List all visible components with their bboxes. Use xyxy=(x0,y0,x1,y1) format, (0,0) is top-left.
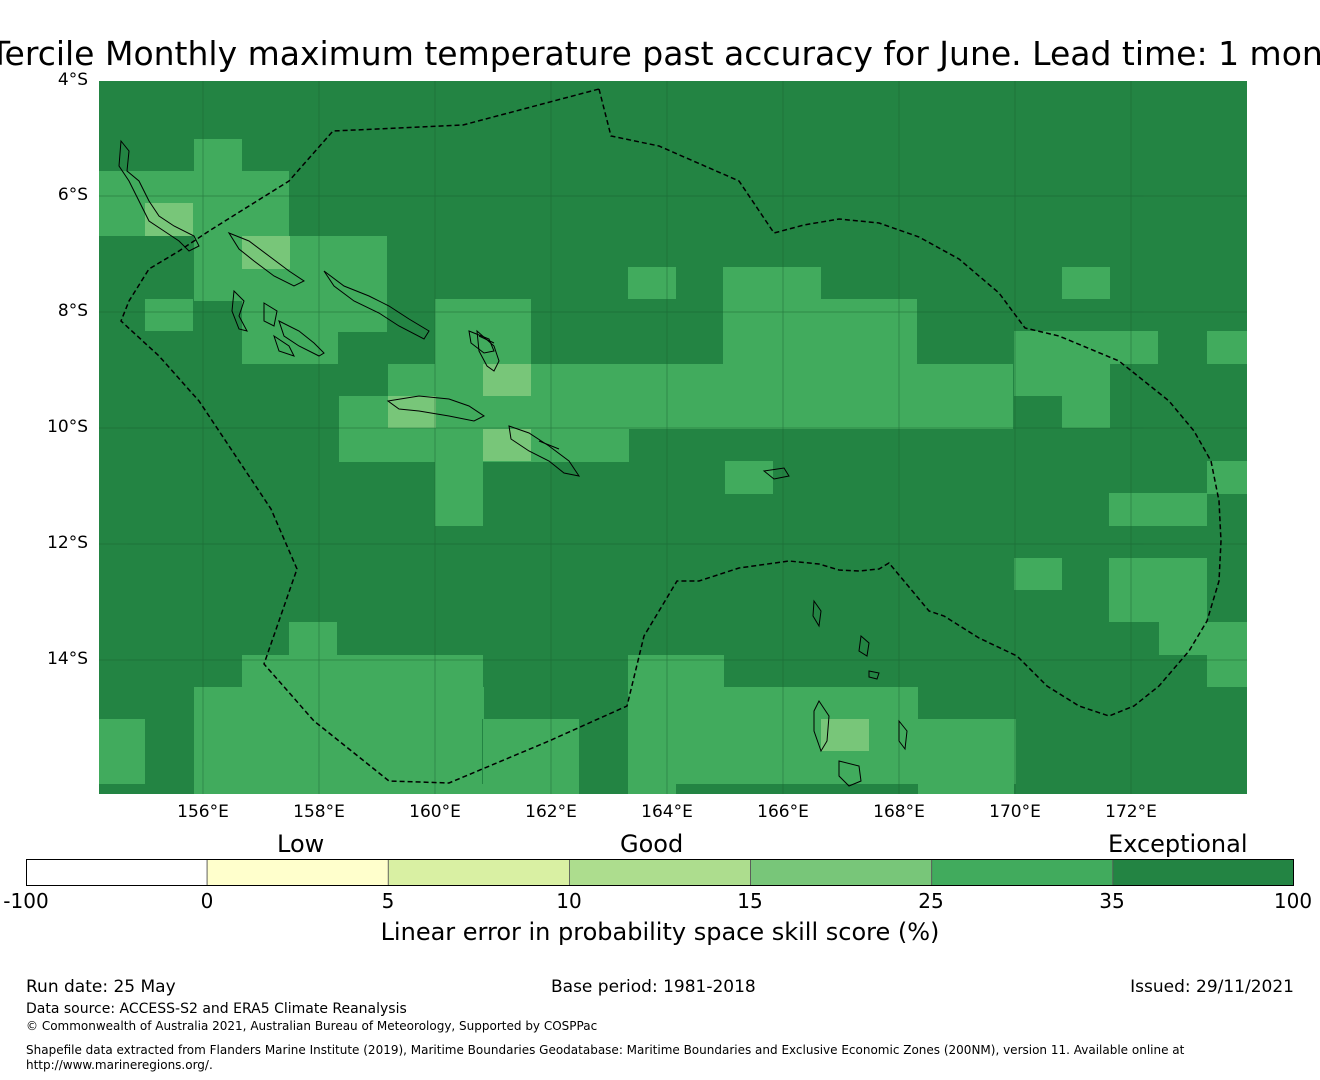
colorbar-segment xyxy=(387,859,570,886)
colorbar-segment xyxy=(931,859,1114,886)
colorbar-label: Linear error in probability space skill … xyxy=(380,918,940,946)
colorbar-tick: 5 xyxy=(381,889,395,913)
lat-label: 4°S xyxy=(57,70,88,90)
map-gridlines xyxy=(99,81,1247,794)
colorbar-tick: 100 xyxy=(1273,889,1313,913)
colorbar-segment xyxy=(1112,859,1294,886)
lon-label: 166°E xyxy=(757,802,809,822)
issued-date: Issued: 29/11/2021 xyxy=(1130,977,1294,997)
lon-label: 172°E xyxy=(1105,802,1157,822)
eez-boundary xyxy=(120,88,1222,784)
skill-cells xyxy=(99,139,1247,794)
colorbar-segment xyxy=(569,859,751,886)
colorbar-tick: -100 xyxy=(3,889,49,913)
colorbar xyxy=(26,859,1294,886)
map-title: Tercile Monthly maximum temperature past… xyxy=(0,34,1320,73)
colorbar-segment xyxy=(750,859,933,886)
colorbar-tick: 25 xyxy=(918,889,944,913)
base-period: Base period: 1981-2018 xyxy=(551,977,756,997)
legend-category-low: Low xyxy=(277,830,325,858)
lon-label: 156°E xyxy=(177,802,229,822)
run-date: Run date: 25 May xyxy=(26,977,176,997)
lon-label: 170°E xyxy=(989,802,1041,822)
colorbar-border xyxy=(26,859,1294,886)
lon-label: 160°E xyxy=(409,802,461,822)
colorbar-tick: 35 xyxy=(1099,889,1125,913)
lat-label: 10°S xyxy=(47,417,88,437)
lon-label: 162°E xyxy=(525,802,577,822)
lat-label: 6°S xyxy=(57,185,88,205)
lat-label: 14°S xyxy=(47,649,88,669)
colorbar-tick: 15 xyxy=(737,889,763,913)
lat-label: 8°S xyxy=(57,301,88,321)
colorbar-tick: 0 xyxy=(200,889,214,913)
colorbar-segment xyxy=(206,859,389,886)
lat-label: 12°S xyxy=(47,533,88,553)
data-source: Data source: ACCESS-S2 and ERA5 Climate … xyxy=(26,1001,407,1017)
lon-label: 158°E xyxy=(293,802,345,822)
coastlines xyxy=(118,139,908,787)
legend-category-good: Good xyxy=(620,830,684,858)
colorbar-segment xyxy=(26,859,208,886)
colorbar-tick: 10 xyxy=(556,889,582,913)
shapefile-credit: Shapefile data extracted from Flanders M… xyxy=(26,1043,1185,1072)
skill-map xyxy=(99,81,1247,794)
lon-label: 168°E xyxy=(873,802,925,822)
copyright: © Commonwealth of Australia 2021, Austra… xyxy=(26,1019,598,1033)
legend-category-exceptional: Exceptional xyxy=(1108,830,1248,858)
lon-label: 164°E xyxy=(641,802,693,822)
